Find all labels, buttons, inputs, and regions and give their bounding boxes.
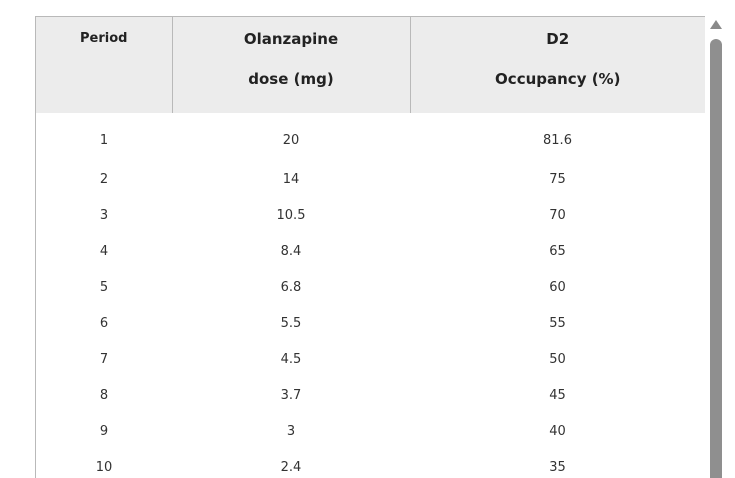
cell-period: 1 xyxy=(99,132,109,148)
table-header: Period Olanzapine dose (mg) D2 Occupancy… xyxy=(36,16,705,113)
header-row: Period Olanzapine dose (mg) D2 Occupancy… xyxy=(36,16,705,113)
cell-occupancy: 45 xyxy=(549,387,566,403)
cell-period: 9 xyxy=(99,423,109,439)
cell-period: 5 xyxy=(99,279,109,295)
cell-occupancy: 55 xyxy=(549,315,566,331)
cell-period: 2 xyxy=(99,171,109,187)
table-row: 2 14 75 xyxy=(36,161,705,197)
table-row: 1 20 81.6 xyxy=(36,113,705,161)
table-row: 3 10.5 70 xyxy=(36,197,705,233)
column-header-sublabel: Occupancy (%) xyxy=(495,70,621,88)
cell-period: 4 xyxy=(99,243,109,259)
column-header-d2-occupancy: D2 Occupancy (%) xyxy=(409,16,705,113)
cell-occupancy: 75 xyxy=(549,171,566,187)
vertical-scrollbar[interactable] xyxy=(709,17,723,478)
cell-occupancy: 65 xyxy=(549,243,566,259)
cell-period: 10 xyxy=(95,459,113,475)
table-row: 6 5.5 55 xyxy=(36,305,705,341)
cell-dose: 6.8 xyxy=(280,279,302,295)
table-row: 9 3 40 xyxy=(36,413,705,449)
table-row: 10 2.4 35 xyxy=(36,449,705,478)
cell-occupancy: 70 xyxy=(549,207,566,223)
cell-occupancy: 40 xyxy=(549,423,566,439)
cell-period: 3 xyxy=(99,207,109,223)
column-header-olanzapine-dose: Olanzapine dose (mg) xyxy=(171,16,410,113)
table-row: 7 4.5 50 xyxy=(36,341,705,377)
column-header-period: Period xyxy=(36,16,172,113)
cell-period: 8 xyxy=(99,387,109,403)
cell-dose: 4.5 xyxy=(280,351,302,367)
cell-dose: 2.4 xyxy=(280,459,302,475)
cell-period: 6 xyxy=(99,315,109,331)
data-table-container: Period Olanzapine dose (mg) D2 Occupancy… xyxy=(35,16,705,478)
table-body: 1 20 81.6 2 14 75 3 10.5 70 4 8.4 65 5 6 xyxy=(36,113,705,478)
cell-occupancy: 50 xyxy=(549,351,566,367)
cell-occupancy: 81.6 xyxy=(543,132,572,148)
table-row: 5 6.8 60 xyxy=(36,269,705,305)
cell-dose: 14 xyxy=(282,171,300,187)
cell-dose: 10.5 xyxy=(276,207,306,223)
cell-dose: 3 xyxy=(286,423,296,439)
table-row: 4 8.4 65 xyxy=(36,233,705,269)
column-header-label: D2 xyxy=(546,30,570,48)
column-header-label: Period xyxy=(80,31,128,46)
column-header-label: Olanzapine xyxy=(243,30,339,48)
cell-period: 7 xyxy=(99,351,109,367)
cell-dose: 3.7 xyxy=(280,387,302,403)
cell-occupancy: 60 xyxy=(549,279,566,295)
data-table: Period Olanzapine dose (mg) D2 Occupancy… xyxy=(36,16,705,478)
table-row: 8 3.7 45 xyxy=(36,377,705,413)
scrollbar-thumb[interactable] xyxy=(710,39,722,478)
cell-dose: 5.5 xyxy=(280,315,302,331)
triangle-up-icon[interactable] xyxy=(710,20,722,29)
cell-dose: 8.4 xyxy=(280,243,302,259)
cell-dose: 20 xyxy=(282,132,300,148)
cell-occupancy: 35 xyxy=(549,459,566,475)
column-header-sublabel: dose (mg) xyxy=(248,70,334,88)
